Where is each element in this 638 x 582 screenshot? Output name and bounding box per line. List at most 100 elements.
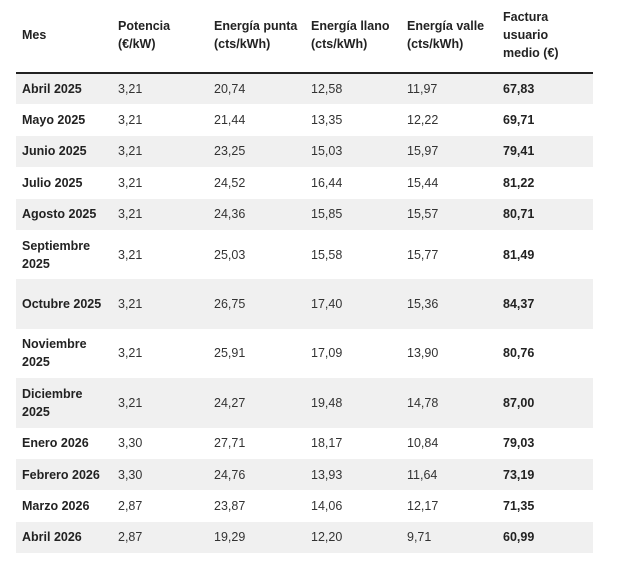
table-row: Julio 2025 3,21 24,52 16,44 15,44 81,22 — [16, 167, 593, 198]
cell-energia-valle: 12,22 — [407, 113, 439, 128]
cell-mes: Septiembre 2025 — [22, 238, 91, 271]
cell-factura: 79,03 — [503, 436, 535, 451]
cell-energia-valle: 15,44 — [407, 175, 439, 190]
cell-energia-llano: 18,17 — [311, 436, 343, 451]
table-row: Octubre 2025 3,21 26,75 17,40 15,36 84,37 — [16, 279, 593, 329]
cell-mes: Agosto 2025 — [16, 198, 112, 230]
cell-potencia: 3,21 — [112, 279, 208, 329]
cell-energia-valle: 13,90 — [407, 346, 439, 361]
cell-mes: Octubre 2025 — [16, 279, 112, 329]
cell-energia-valle: 10,84 — [407, 436, 439, 451]
cell-energia-llano: 17,40 — [305, 279, 401, 329]
cell-energia-llano: 15,58 — [311, 247, 343, 262]
cell-energia-punta: 23,87 — [214, 498, 246, 513]
cell-energia-llano: 16,44 — [311, 175, 343, 190]
cell-energia-llano: 17,09 — [311, 346, 343, 361]
table-row: Abril 2025 3,21 20,74 12,58 11,97 67,83 — [16, 73, 593, 105]
header-row: Mes Potencia (€/kW) Energía punta (cts/k… — [16, 0, 593, 74]
cell-factura: 79,41 — [497, 135, 593, 168]
cell-factura: 87,00 — [497, 378, 593, 428]
cell-factura: 81,22 — [503, 175, 535, 190]
cell-energia-valle: 15,97 — [401, 135, 497, 168]
cell-potencia: 3,21 — [118, 175, 143, 190]
cell-energia-punta: 24,36 — [208, 198, 305, 230]
cell-energia-punta: 26,75 — [208, 279, 305, 329]
cell-energia-llano: 12,20 — [305, 521, 401, 554]
table-row: Diciembre 2025 3,21 24,27 19,48 14,78 87,00 — [16, 378, 593, 428]
table-body: Abril 2025 3,21 20,74 12,58 11,97 67,83 Mayo 2… — [16, 73, 593, 554]
cell-mes: Mayo 2025 — [22, 113, 86, 128]
cell-energia-valle: 11,97 — [401, 73, 497, 105]
cell-mes: Abril 2026 — [16, 521, 112, 554]
cell-energia-punta: 19,29 — [208, 521, 305, 554]
cell-energia-llano: 15,85 — [305, 198, 401, 230]
cell-energia-valle: 15,36 — [401, 279, 497, 329]
cell-mes: Enero 2026 — [22, 436, 89, 451]
cell-mes: Noviembre 2025 — [22, 337, 87, 370]
cell-energia-valle: 11,64 — [401, 458, 497, 491]
cell-energia-punta: 25,91 — [214, 346, 246, 361]
cell-energia-punta: 21,44 — [214, 113, 246, 128]
tariff-table: Mes Potencia (€/kW) Energía punta (cts/k… — [16, 0, 593, 554]
tariff-table-container: Mes Potencia (€/kW) Energía punta (cts/k… — [16, 0, 593, 554]
cell-mes: Febrero 2026 — [16, 458, 112, 491]
cell-energia-punta: 23,25 — [208, 135, 305, 168]
cell-energia-llano: 19,48 — [305, 378, 401, 428]
cell-energia-punta: 25,03 — [214, 247, 246, 262]
cell-energia-valle: 14,78 — [401, 378, 497, 428]
header-factura: Factura usuario medio (€) — [497, 0, 593, 74]
cell-factura: 84,37 — [497, 279, 593, 329]
cell-energia-punta: 24,52 — [214, 175, 246, 190]
cell-potencia: 3,21 — [118, 346, 143, 361]
table-row: Marzo 2026 2,87 23,87 14,06 12,17 71,35 — [16, 490, 593, 521]
cell-potencia: 3,21 — [118, 113, 143, 128]
cell-energia-valle: 15,77 — [407, 247, 439, 262]
cell-energia-llano: 14,06 — [311, 498, 343, 513]
cell-potencia: 3,30 — [118, 436, 143, 451]
table-row: Febrero 2026 3,30 24,76 13,93 11,64 73,19 — [16, 458, 593, 491]
header-energia-llano: Energía llano (cts/kWh) — [305, 0, 401, 74]
table-header: Mes Potencia (€/kW) Energía punta (cts/k… — [16, 0, 593, 74]
table-row: Junio 2025 3,21 23,25 15,03 15,97 79,41 — [16, 135, 593, 168]
cell-energia-valle: 9,71 — [401, 521, 497, 554]
cell-potencia: 3,21 — [118, 247, 143, 262]
cell-energia-llano: 15,03 — [305, 135, 401, 168]
cell-potencia: 3,21 — [112, 73, 208, 105]
table-row: Agosto 2025 3,21 24,36 15,85 15,57 80,71 — [16, 198, 593, 230]
table-row: Abril 2026 2,87 19,29 12,20 9,71 60,99 — [16, 521, 593, 554]
cell-factura: 71,35 — [503, 498, 535, 513]
table-row: Noviembre 2025 3,21 25,91 17,09 13,90 80,76 — [16, 329, 593, 378]
cell-factura: 67,83 — [497, 73, 593, 105]
cell-energia-punta: 24,76 — [208, 458, 305, 491]
cell-energia-punta: 20,74 — [208, 73, 305, 105]
cell-factura: 69,71 — [503, 113, 535, 128]
header-mes: Mes — [16, 0, 112, 74]
cell-energia-punta: 24,27 — [208, 378, 305, 428]
cell-potencia: 3,21 — [112, 135, 208, 168]
cell-factura: 60,99 — [497, 521, 593, 554]
header-potencia: Potencia (€/kW) — [112, 0, 208, 74]
cell-energia-valle: 15,57 — [401, 198, 497, 230]
cell-factura: 81,49 — [503, 247, 535, 262]
cell-factura: 80,71 — [497, 198, 593, 230]
table-row: Mayo 2025 3,21 21,44 13,35 12,22 69,71 — [16, 104, 593, 135]
cell-potencia: 3,21 — [112, 198, 208, 230]
cell-factura: 80,76 — [503, 346, 535, 361]
header-energia-valle: Energía valle (cts/kWh) — [401, 0, 497, 74]
cell-mes: Diciembre 2025 — [16, 378, 112, 428]
cell-potencia: 3,21 — [112, 378, 208, 428]
cell-factura: 73,19 — [497, 458, 593, 491]
cell-energia-llano: 13,93 — [305, 458, 401, 491]
table-row: Septiembre 2025 3,21 25,03 15,58 15,77 81,49 — [16, 230, 593, 279]
table-row: Enero 2026 3,30 27,71 18,17 10,84 79,03 — [16, 428, 593, 459]
cell-energia-llano: 13,35 — [311, 113, 343, 128]
header-energia-punta: Energía punta (cts/kWh) — [208, 0, 305, 74]
cell-potencia: 2,87 — [118, 498, 143, 513]
cell-mes: Junio 2025 — [16, 135, 112, 168]
cell-potencia: 2,87 — [112, 521, 208, 554]
cell-energia-llano: 12,58 — [305, 73, 401, 105]
cell-mes: Marzo 2026 — [22, 498, 90, 513]
cell-potencia: 3,30 — [112, 458, 208, 491]
cell-mes: Julio 2025 — [22, 175, 83, 190]
cell-energia-punta: 27,71 — [214, 436, 246, 451]
